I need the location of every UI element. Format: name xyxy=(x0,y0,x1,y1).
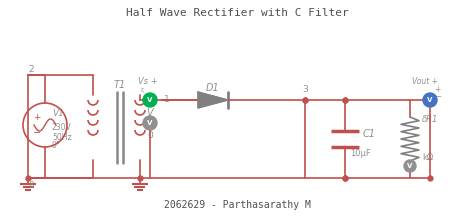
Text: 2: 2 xyxy=(28,65,34,74)
Text: Vout +: Vout + xyxy=(412,76,438,86)
Circle shape xyxy=(143,116,157,130)
Text: V1: V1 xyxy=(52,109,64,118)
Text: V: V xyxy=(407,163,413,169)
Text: V: V xyxy=(428,97,433,103)
Circle shape xyxy=(423,93,437,107)
Text: V: V xyxy=(146,108,153,118)
Text: kΩ: kΩ xyxy=(422,154,433,162)
Text: 3: 3 xyxy=(302,86,308,95)
Text: C1: C1 xyxy=(363,129,376,139)
Text: −: − xyxy=(33,128,41,138)
Text: −: − xyxy=(434,93,441,101)
Text: 0: 0 xyxy=(28,181,34,191)
Text: +: + xyxy=(33,112,41,122)
Circle shape xyxy=(143,93,157,107)
Circle shape xyxy=(404,160,416,172)
Text: 2062629 - Parthasarathy M: 2062629 - Parthasarathy M xyxy=(164,200,310,210)
Text: 10μF: 10μF xyxy=(350,149,371,158)
Text: 1: 1 xyxy=(164,95,170,105)
Text: δR1: δR1 xyxy=(422,116,438,124)
Text: Vs +: Vs + xyxy=(138,78,158,86)
Text: +: + xyxy=(434,86,440,95)
Text: D1: D1 xyxy=(206,83,220,93)
Text: 50Hz: 50Hz xyxy=(52,133,72,141)
Text: Half Wave Rectifier with C Filter: Half Wave Rectifier with C Filter xyxy=(126,8,348,18)
Text: V: V xyxy=(147,97,153,103)
Text: T1: T1 xyxy=(114,80,126,90)
Text: 0°: 0° xyxy=(52,141,61,151)
Text: V: V xyxy=(147,120,153,126)
Text: 0: 0 xyxy=(147,131,153,141)
Polygon shape xyxy=(198,92,228,108)
Text: r.: r. xyxy=(140,87,145,93)
Text: 230V: 230V xyxy=(52,122,72,131)
